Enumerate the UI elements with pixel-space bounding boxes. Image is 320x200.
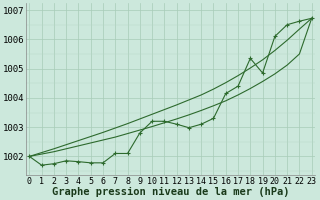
X-axis label: Graphe pression niveau de la mer (hPa): Graphe pression niveau de la mer (hPa) bbox=[52, 187, 289, 197]
